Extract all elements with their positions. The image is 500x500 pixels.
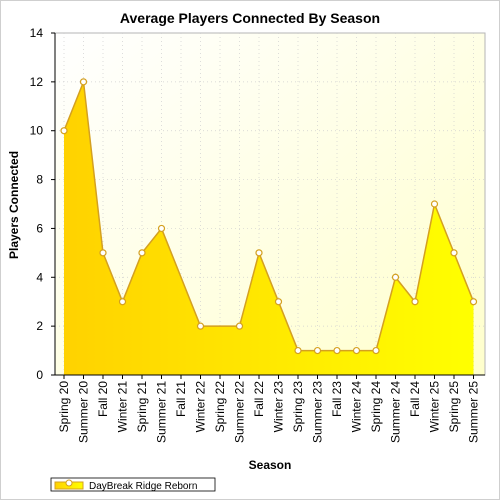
data-point — [333, 346, 341, 355]
y-tick-label: 8 — [36, 173, 43, 187]
x-tick-label: Spring 23 — [291, 381, 305, 433]
legend: DayBreak Ridge Reborn — [50, 477, 216, 492]
data-point — [352, 346, 361, 355]
x-axis: Spring 20 Summer 20 Fall 20 Winter 21 Spring… — [55, 374, 485, 443]
y-tick-label: 0 — [36, 368, 43, 382]
data-point — [235, 322, 244, 330]
data-point — [118, 298, 127, 306]
x-tick-label: Summer 22 — [233, 381, 247, 443]
legend-marker — [65, 479, 73, 487]
x-tick-label: Winter 22 — [194, 381, 208, 433]
x-tick-label: Winter 24 — [350, 381, 364, 433]
x-tick-label: Summer 25 — [467, 381, 481, 443]
x-tick-label: Winter 25 — [428, 381, 442, 433]
x-tick-label: Fall 20 — [96, 381, 110, 417]
data-point — [411, 298, 419, 306]
x-tick-label: Fall 23 — [330, 381, 344, 417]
legend-label: DayBreak Ridge Reborn — [89, 481, 197, 492]
series-markers — [60, 78, 478, 355]
data-point — [196, 322, 205, 330]
series-line — [63, 81, 475, 352]
x-tick-label: Spring 24 — [369, 381, 383, 433]
data-point — [430, 200, 439, 208]
x-tick-label: Spring 20 — [57, 381, 71, 433]
data-point — [60, 127, 68, 135]
data-point — [294, 346, 302, 355]
data-point — [79, 78, 88, 86]
data-point — [157, 224, 166, 233]
data-point — [372, 346, 380, 355]
data-point — [469, 298, 478, 306]
y-tick-label: 10 — [30, 124, 44, 138]
y-tick-label: 12 — [30, 75, 44, 89]
data-point — [274, 298, 283, 306]
y-axis: 0 2 4 6 8 10 12 14 — [30, 26, 56, 382]
data-point — [255, 249, 263, 257]
data-point — [313, 346, 322, 355]
y-tick-label: 2 — [36, 319, 43, 333]
x-tick-label: Winter 21 — [116, 381, 130, 433]
area-fill — [64, 81, 474, 375]
x-tick-label: Summer 24 — [389, 381, 403, 443]
chart-title: Average Players Connected By Season — [120, 10, 380, 26]
data-point — [138, 249, 146, 257]
x-tick-label: Winter 23 — [272, 381, 286, 433]
data-point — [450, 249, 458, 257]
x-tick-label: Summer 23 — [311, 381, 325, 443]
series-area — [63, 81, 475, 375]
data-point — [391, 273, 400, 281]
data-point — [99, 249, 107, 257]
x-tick-label: Fall 21 — [174, 381, 188, 417]
y-tick-label: 14 — [30, 26, 44, 40]
legend-box — [50, 477, 216, 492]
x-tick-label: Summer 21 — [155, 381, 169, 443]
y-axis-title: Players Connected — [7, 151, 21, 259]
y-tick-label: 6 — [36, 221, 43, 235]
x-tick-label: Fall 22 — [252, 381, 266, 417]
x-tick-label: Fall 24 — [408, 381, 422, 417]
y-tick-label: 4 — [36, 270, 43, 284]
x-tick-label: Spring 25 — [447, 381, 461, 433]
x-axis-title: Season — [249, 458, 292, 472]
x-tick-label: Spring 22 — [213, 381, 227, 433]
x-tick-label: Spring 21 — [135, 381, 149, 433]
x-tick-label: Summer 20 — [77, 381, 91, 443]
